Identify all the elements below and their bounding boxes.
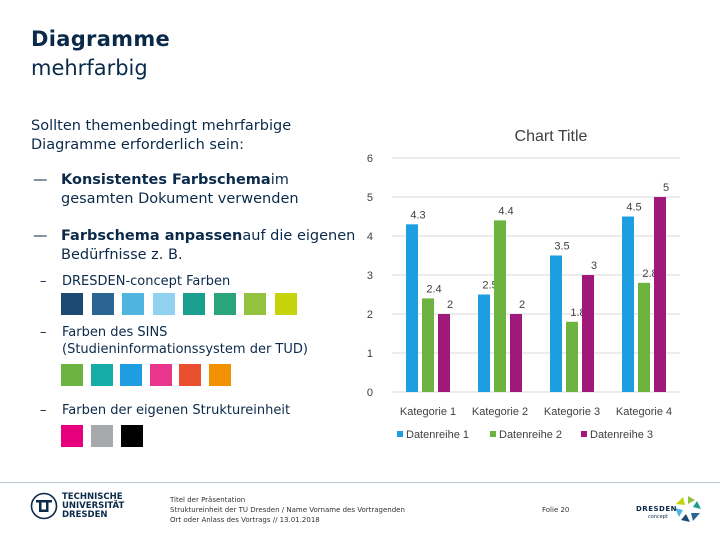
- color-swatch: [121, 425, 143, 447]
- data-label: 5: [663, 182, 669, 194]
- bullet-1-bold: Konsistentes Farbschema: [61, 172, 271, 188]
- sub-bullet-3-text: Farben der eigenen Struktureinheit: [62, 403, 291, 418]
- legend-label: Datenreihe 3: [590, 429, 653, 441]
- bar: [478, 294, 490, 392]
- color-swatch: [274, 293, 297, 315]
- legend-label: Datenreihe 2: [499, 429, 562, 441]
- sub-bullet-2-text: Farben des SINS (Studieninformationssyst…: [62, 325, 308, 357]
- data-label: 1.8: [570, 307, 585, 319]
- footer-page-number: Folie 20: [542, 506, 570, 514]
- color-swatch: [213, 293, 236, 315]
- footer-presentation-title: Titel der Präsentation: [170, 496, 246, 504]
- slide-title: Diagramme: [31, 27, 171, 51]
- color-swatch: [152, 293, 175, 315]
- color-swatch: [183, 293, 205, 315]
- tu-dresden-logo-text: TECHNISCHE UNIVERSITÄT DRESDEN: [62, 492, 125, 520]
- data-label: 2.4: [426, 283, 441, 295]
- dresden-concept-logo-icon: [675, 496, 701, 522]
- data-label: 2.8: [642, 268, 657, 280]
- data-label: 3.5: [554, 241, 569, 253]
- color-swatch: [244, 293, 266, 315]
- y-tick-label: 4: [367, 231, 373, 243]
- color-swatch: [120, 364, 142, 386]
- x-tick-label: Kategorie 4: [616, 406, 672, 418]
- bullet-dash: —: [33, 228, 48, 244]
- y-tick-label: 2: [367, 309, 373, 321]
- y-tick-label: 5: [367, 192, 373, 204]
- legend-swatch: [397, 431, 403, 437]
- sub-bullet-1-text: DRESDEN-concept Farben: [62, 274, 231, 289]
- color-swatch: [91, 293, 114, 315]
- color-swatch: [208, 364, 231, 386]
- color-swatch: [90, 364, 113, 386]
- bar: [406, 224, 418, 392]
- bar: [654, 197, 666, 392]
- color-swatch: [149, 364, 172, 386]
- bullet-2-rest: auf die eigenen Bedürfnisse z. B.: [61, 228, 356, 263]
- bar: [494, 220, 506, 392]
- bullet-1-rest: im gesamten Dokument verwenden: [61, 172, 299, 207]
- color-swatch: [91, 425, 113, 447]
- legend-label: Datenreihe 1: [406, 429, 469, 441]
- y-tick-label: 6: [367, 153, 373, 165]
- legend-swatch: [490, 431, 496, 437]
- data-label: 2: [519, 299, 525, 311]
- footer-meta: Titel der Präsentation Struktureinheit d…: [170, 495, 405, 525]
- color-swatch: [61, 425, 83, 447]
- bar: [510, 314, 522, 392]
- bar: [438, 314, 450, 392]
- data-label: 4.4: [498, 205, 513, 217]
- data-label: 2: [447, 299, 453, 311]
- bar: [566, 321, 578, 392]
- dresden-concept-logo-subtext: concept: [648, 514, 668, 520]
- footer-unit: Struktureinheit der TU Dresden / Name Vo…: [170, 506, 405, 514]
- legend-swatch: [581, 431, 587, 437]
- bar: [550, 255, 562, 392]
- bar: [422, 298, 434, 392]
- bar: [638, 282, 650, 392]
- chart-title: Chart Title: [515, 128, 588, 145]
- dresden-concept-logo-text: DRESDEN: [636, 505, 677, 513]
- data-label: 3: [591, 260, 597, 272]
- tu-dresden-logo-icon: [30, 492, 58, 520]
- bullet-dash: —: [33, 172, 48, 188]
- footer-divider: [0, 482, 720, 483]
- x-tick-label: Kategorie 2: [472, 406, 528, 418]
- y-tick-label: 3: [367, 270, 373, 282]
- footer-event: Ort oder Anlass des Vortrags // 13.01.20…: [170, 516, 320, 524]
- color-swatch: [61, 364, 83, 386]
- y-tick-label: 0: [367, 387, 373, 399]
- data-label: 2.5: [482, 280, 497, 292]
- x-tick-label: Kategorie 3: [544, 406, 600, 418]
- color-swatch: [179, 364, 201, 386]
- slide-subtitle: mehrfarbig: [31, 56, 148, 80]
- y-tick-label: 1: [367, 348, 373, 360]
- data-label: 4.5: [626, 202, 641, 214]
- bar: [582, 275, 594, 392]
- color-swatch: [122, 293, 144, 315]
- x-tick-label: Kategorie 1: [400, 406, 456, 418]
- bullet-2-bold: Farbschema anpassen: [61, 228, 243, 244]
- bar-chart: Chart Title 0 1 2 3 4 5 6 4.3 2.4 2 Kategorie 1 2.5 4…: [367, 128, 680, 441]
- data-label: 4.3: [410, 209, 425, 221]
- color-swatch: [61, 293, 83, 315]
- intro-text: Sollten themenbedingt mehrfarbige Diagra…: [31, 118, 292, 153]
- bar: [622, 216, 634, 392]
